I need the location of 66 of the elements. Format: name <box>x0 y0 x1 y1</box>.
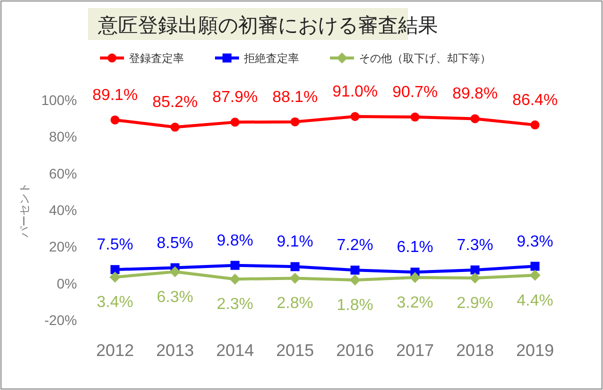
legend-label: 拒絶査定率 <box>243 52 299 65</box>
y-axis-title: パーセント <box>19 182 31 238</box>
point <box>170 266 180 278</box>
y-tick-label: 100% <box>41 92 77 108</box>
point <box>350 112 360 121</box>
point <box>230 118 240 127</box>
data-label: 91.0% <box>332 84 378 100</box>
point <box>350 266 360 275</box>
chart-title: 意匠登録出願の初審における審査結果 <box>97 14 438 37</box>
y-tick-label: 40% <box>48 202 77 218</box>
x-tick-label: 2015 <box>276 341 314 360</box>
point <box>470 272 480 284</box>
data-label: 7.3% <box>456 236 494 254</box>
point <box>230 274 240 285</box>
data-label: 90.7% <box>392 84 438 102</box>
y-tick-label: 80% <box>48 128 77 145</box>
point <box>290 117 300 126</box>
x-tick-label: 2016 <box>336 341 374 360</box>
data-label: 9.3% <box>516 233 554 250</box>
data-label: 3.4% <box>96 294 134 312</box>
data-label: 87.9% <box>212 89 258 106</box>
data-label: 2.3% <box>216 296 254 314</box>
data-label: 2.8% <box>276 295 314 312</box>
x-tick-label: 2014 <box>216 341 254 360</box>
point <box>410 272 420 283</box>
y-tick-label: 60% <box>48 165 77 182</box>
y-tick-label: -20% <box>44 312 77 328</box>
data-label: 2.9% <box>456 295 494 312</box>
data-label: 86.4% <box>512 92 558 109</box>
point <box>290 272 300 284</box>
point <box>530 120 540 130</box>
point <box>410 112 420 122</box>
point <box>170 122 180 132</box>
point <box>290 262 300 272</box>
data-label: 6.1% <box>396 239 434 256</box>
point <box>530 262 540 271</box>
data-label: 9.1% <box>276 234 314 251</box>
x-tick-label: 2019 <box>516 341 554 360</box>
legend-label: その他（取下げ、却下等） <box>359 52 491 65</box>
x-tick-label: 2018 <box>456 341 494 360</box>
data-label: 4.4% <box>516 292 554 310</box>
data-label: 89.8% <box>452 86 498 103</box>
data-label: 7.2% <box>336 237 374 254</box>
point <box>350 274 360 286</box>
data-label: 7.5% <box>96 236 134 254</box>
x-tick-label: 2012 <box>96 341 134 360</box>
data-label: 6.3% <box>156 288 194 306</box>
data-label: 3.2% <box>396 294 434 312</box>
x-tick-label: 2013 <box>156 341 194 360</box>
point <box>470 265 480 274</box>
point <box>110 272 120 283</box>
legend-label: 登録査定率 <box>129 52 184 65</box>
y-tick-label: 20% <box>48 238 77 255</box>
data-label: 89.1% <box>92 86 138 104</box>
y-tick-label: 0% <box>56 275 77 292</box>
data-label: 1.8% <box>336 297 374 314</box>
point <box>470 114 480 124</box>
data-label: 88.1% <box>272 88 318 106</box>
point <box>110 115 120 124</box>
point <box>230 260 240 270</box>
data-label: 9.8% <box>216 232 254 250</box>
point <box>110 265 120 274</box>
point <box>530 270 540 281</box>
x-tick-label: 2017 <box>396 341 434 360</box>
data-label: 8.5% <box>156 234 194 252</box>
data-label: 85.2% <box>152 94 198 112</box>
